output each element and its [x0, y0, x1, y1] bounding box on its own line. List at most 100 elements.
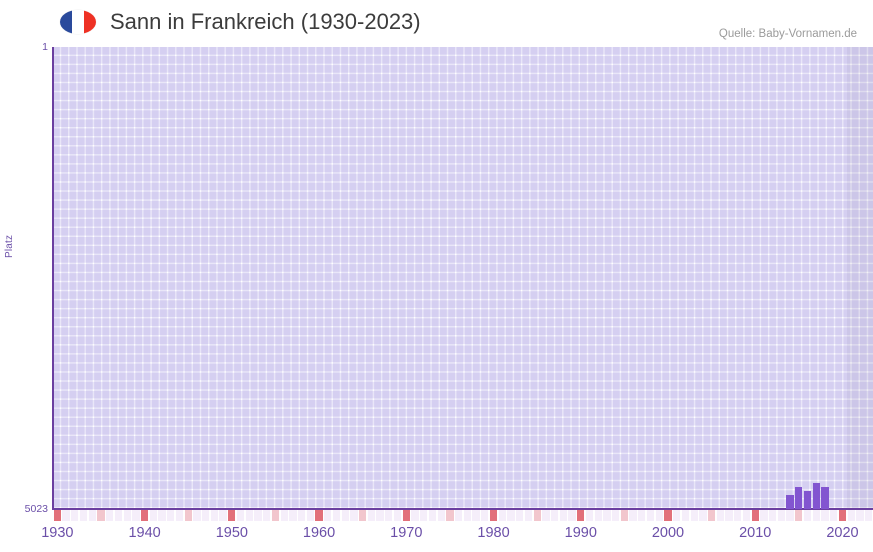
x-tick-1944 — [175, 510, 184, 521]
x-tick-1936 — [106, 510, 114, 521]
x-tick-1960 — [315, 510, 323, 521]
x-tick-1972 — [420, 510, 428, 521]
bar-2018[interactable] — [821, 487, 829, 509]
chart-header: Sann in Frankreich (1930-2023) Quelle: B… — [0, 0, 873, 44]
x-tick-1943 — [167, 510, 175, 521]
x-tick-1987 — [550, 510, 559, 521]
shaded-future-region — [846, 47, 873, 509]
x-axis-label-2000: 2000 — [651, 525, 685, 541]
x-tick-1931 — [62, 510, 70, 521]
x-tick-1983 — [516, 510, 524, 521]
x-tick-1969 — [393, 510, 402, 521]
x-tick-1946 — [193, 510, 201, 521]
x-tick-2007 — [725, 510, 733, 521]
x-tick-1951 — [236, 510, 245, 521]
x-tick-2002 — [681, 510, 690, 521]
x-axis-label-2010: 2010 — [739, 525, 772, 541]
x-axis-label-1950: 1950 — [215, 525, 248, 541]
x-tick-1990 — [577, 510, 585, 521]
x-tick-1930 — [53, 510, 61, 521]
x-tick-2020 — [838, 510, 847, 521]
x-tick-1965 — [359, 510, 367, 521]
x-tick-1958 — [297, 510, 306, 521]
x-tick-1963 — [341, 510, 349, 521]
x-tick-1953 — [254, 510, 262, 521]
x-axis-label-1990: 1990 — [564, 525, 597, 541]
bar-2017[interactable] — [812, 482, 820, 509]
x-tick-2009 — [742, 510, 751, 521]
y-axis-line — [52, 47, 54, 510]
x-tick-2015 — [795, 510, 803, 521]
x-tick-1996 — [629, 510, 637, 521]
x-tick-1975 — [446, 510, 454, 521]
x-tick-1985 — [533, 510, 541, 521]
x-tick-1998 — [646, 510, 655, 521]
x-tick-1937 — [114, 510, 123, 521]
x-tick-2000 — [664, 510, 672, 521]
x-tick-1945 — [184, 510, 192, 521]
x-tick-1941 — [149, 510, 157, 521]
x-tick-1955 — [271, 510, 280, 521]
x-tick-1957 — [289, 510, 297, 521]
x-tick-2022 — [856, 510, 864, 521]
bar-2015[interactable] — [795, 487, 803, 509]
x-axis-label-1940: 1940 — [128, 525, 161, 541]
x-tick-1978 — [472, 510, 480, 521]
x-tick-1938 — [123, 510, 131, 521]
x-tick-1959 — [306, 510, 314, 521]
x-tick-1997 — [638, 510, 646, 521]
x-tick-1979 — [481, 510, 489, 521]
chart-source: Quelle: Baby-Vornamen.de — [718, 28, 857, 40]
x-axis-label-2020: 2020 — [826, 525, 859, 541]
x-tick-1950 — [228, 510, 236, 521]
x-axis-label-1960: 1960 — [302, 525, 336, 541]
x-tick-1989 — [568, 510, 576, 521]
x-tick-2016 — [803, 510, 812, 521]
x-tick-1995 — [620, 510, 629, 521]
x-tick-1934 — [88, 510, 96, 521]
x-tick-2019 — [830, 510, 838, 521]
x-axis-label-1930: 1930 — [41, 525, 74, 541]
x-tick-1970 — [402, 510, 410, 521]
x-tick-1939 — [132, 510, 140, 521]
bar-2016[interactable] — [803, 490, 812, 509]
x-tick-1952 — [245, 510, 253, 521]
x-tick-1954 — [263, 510, 271, 521]
x-tick-1956 — [280, 510, 288, 521]
x-tick-1992 — [594, 510, 602, 521]
x-tick-1984 — [524, 510, 533, 521]
x-tick-2012 — [769, 510, 777, 521]
x-tick-1991 — [585, 510, 594, 521]
x-tick-1999 — [655, 510, 663, 521]
x-tick-1967 — [376, 510, 384, 521]
flag-stripe-white — [71, 10, 84, 34]
x-tick-2013 — [777, 510, 786, 521]
x-tick-1988 — [559, 510, 567, 521]
x-tick-2003 — [690, 510, 698, 521]
x-tick-1976 — [454, 510, 463, 521]
x-tick-2011 — [760, 510, 768, 521]
x-tick-2021 — [847, 510, 855, 521]
x-tick-1962 — [332, 510, 341, 521]
x-tick-1947 — [202, 510, 210, 521]
x-tick-1932 — [71, 510, 79, 521]
x-tick-1977 — [463, 510, 471, 521]
x-tick-1935 — [97, 510, 105, 521]
x-tick-1948 — [210, 510, 219, 521]
x-tick-1940 — [140, 510, 149, 521]
x-tick-1980 — [489, 510, 498, 521]
x-axis-label-1980: 1980 — [477, 525, 510, 541]
x-axis-line — [52, 508, 873, 510]
x-tick-1961 — [324, 510, 332, 521]
bar-2014[interactable] — [786, 495, 794, 509]
x-tick-2005 — [707, 510, 716, 521]
x-tick-1968 — [385, 510, 393, 521]
x-axis-label-1970: 1970 — [390, 525, 423, 541]
x-tick-1986 — [542, 510, 550, 521]
y-axis-title: Platz — [4, 234, 15, 258]
x-tick-1994 — [612, 510, 620, 521]
plot-area — [53, 47, 873, 509]
x-tick-2014 — [786, 510, 794, 521]
chart-title: Sann in Frankreich (1930-2023) — [110, 9, 421, 34]
